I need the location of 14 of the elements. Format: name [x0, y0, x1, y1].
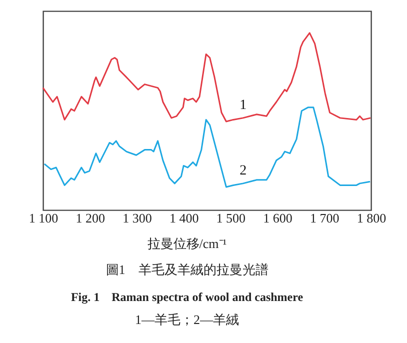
x-tick-label: 1 600	[263, 210, 292, 226]
series-label: 2	[240, 163, 247, 178]
x-tick-label: 1 700	[310, 210, 340, 226]
caption: 圖1 羊毛及羊絨的拉曼光譜	[106, 262, 268, 277]
x-tick-label: 1 500	[216, 210, 246, 226]
series-label: 1	[240, 98, 247, 113]
x-tick-label: 1 200	[76, 210, 105, 226]
x-tick-label: 1 300	[122, 210, 152, 226]
caption: Fig. 1 Raman spectra of wool and cashmere	[70, 290, 304, 304]
x-tick-label: 1 400	[169, 210, 199, 226]
text: 1—羊毛；2—羊絨	[135, 312, 239, 327]
x-tick-label: 1 100	[28, 210, 58, 226]
x-tick-label: 1 800	[356, 210, 386, 226]
x-axis-title: 拉曼位移/cm⁻¹	[147, 236, 227, 251]
